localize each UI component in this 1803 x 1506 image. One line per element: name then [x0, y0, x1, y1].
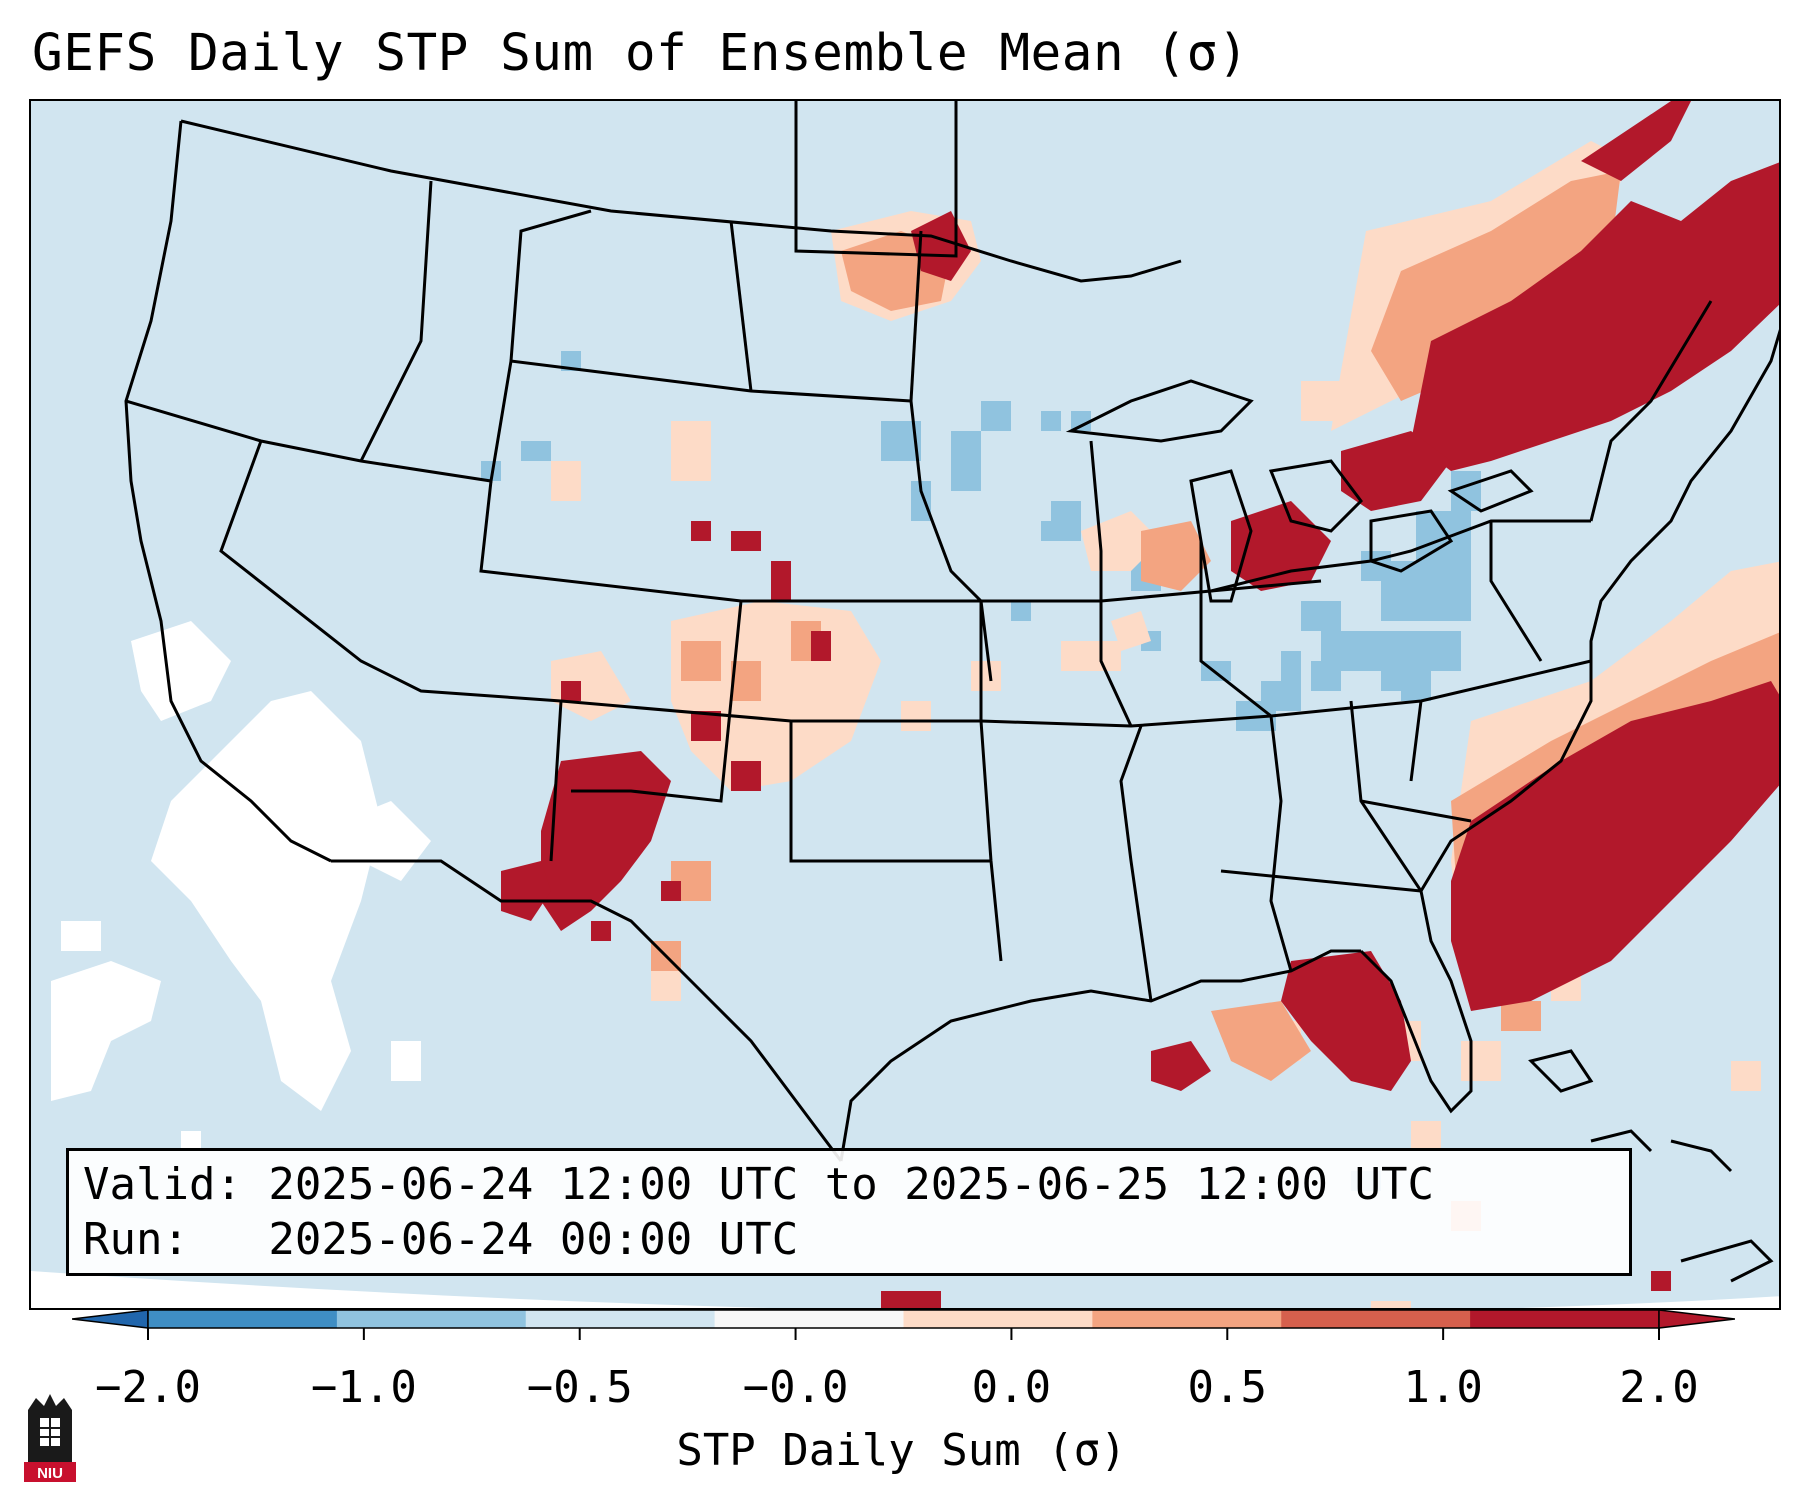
colorbar-tick-label: −0.5	[526, 1362, 633, 1413]
colorbar-segment	[148, 1310, 338, 1328]
strong-positive-anomalies	[501, 101, 1779, 1308]
colorbar-ticks	[147, 1328, 1660, 1340]
colorbar-segment	[903, 1310, 1093, 1328]
validity-info-box: Valid: 2025-06-24 12:00 UTC to 2025-06-2…	[66, 1148, 1632, 1276]
niu-logo: NIU	[24, 1394, 76, 1482]
colorbar-tick-label: 0.5	[1187, 1362, 1268, 1413]
colorbar-tick-label: 2.0	[1619, 1362, 1699, 1413]
colorbar-extend-high	[1658, 1310, 1735, 1329]
run-time: Run: 2025-06-24 00:00 UTC	[83, 1214, 799, 1265]
colorbar	[72, 1310, 1735, 1340]
colorbar-tick-label: 1.0	[1403, 1362, 1483, 1413]
colorbar-segment	[1092, 1310, 1282, 1328]
caribbean-islands	[1528, 1049, 1774, 1283]
colorbar-segment	[525, 1310, 716, 1328]
colorbar-segment	[714, 1310, 904, 1328]
colorbar-segment	[1470, 1310, 1660, 1328]
colorbar-tick-label: −0.0	[742, 1362, 849, 1413]
map-canvas	[31, 101, 1779, 1308]
colorbar-tick-label: −2.0	[95, 1362, 201, 1413]
near-zero-field	[51, 621, 431, 1151]
map-panel	[29, 99, 1781, 1310]
logo-text: NIU	[37, 1465, 63, 1482]
valid-time: Valid: 2025-06-24 12:00 UTC to 2025-06-2…	[83, 1159, 1435, 1210]
state-boundaries	[124, 101, 1779, 1162]
page-title: GEFS Daily STP Sum of Ensemble Mean (σ)	[32, 24, 1249, 83]
colorbar-extend-low	[72, 1310, 149, 1329]
colorbar-tick-label: −1.0	[310, 1362, 417, 1413]
logo-banner	[24, 1462, 76, 1482]
colorbar-segment	[1281, 1310, 1471, 1328]
negative-anomalies	[481, 351, 1481, 1191]
colorbar-segment	[336, 1310, 527, 1328]
colorbar-tick-label: 0.0	[971, 1362, 1052, 1413]
colorbar-segments	[147, 1310, 1660, 1329]
colorbar-label: STP Daily Sum (σ)	[676, 1425, 1127, 1476]
